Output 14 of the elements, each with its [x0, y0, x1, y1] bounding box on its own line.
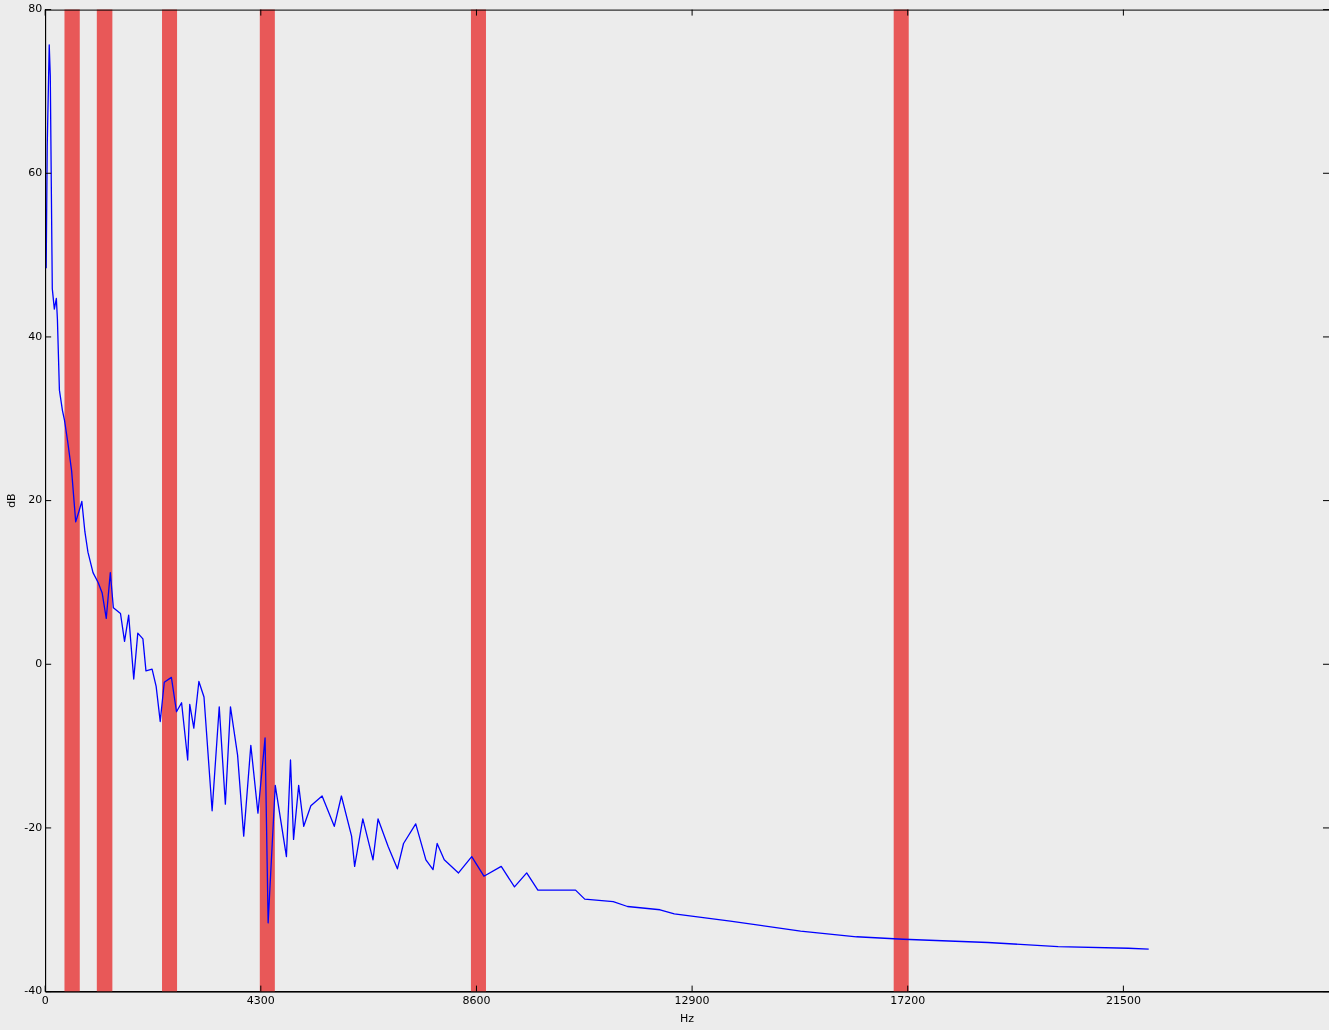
- y-axis-title: dB: [5, 493, 19, 508]
- x-tick-label: 4300: [246, 994, 275, 1008]
- x-axis-title: Hz: [680, 1012, 695, 1026]
- y-tick-label: -20: [24, 820, 43, 834]
- y-tick-label: 60: [28, 166, 43, 180]
- y-tick-label: -40: [24, 984, 43, 998]
- x-tick-label: 21500: [1105, 994, 1141, 1008]
- y-tick-label: 80: [28, 2, 43, 16]
- y-tick-label: 20: [28, 493, 43, 507]
- x-tick-label: 8600: [462, 994, 491, 1008]
- y-tick-label: 40: [28, 329, 43, 343]
- x-tick-label: 17200: [890, 994, 926, 1008]
- y-tick-label: 0: [35, 657, 43, 671]
- x-tick-label: 12900: [674, 994, 710, 1008]
